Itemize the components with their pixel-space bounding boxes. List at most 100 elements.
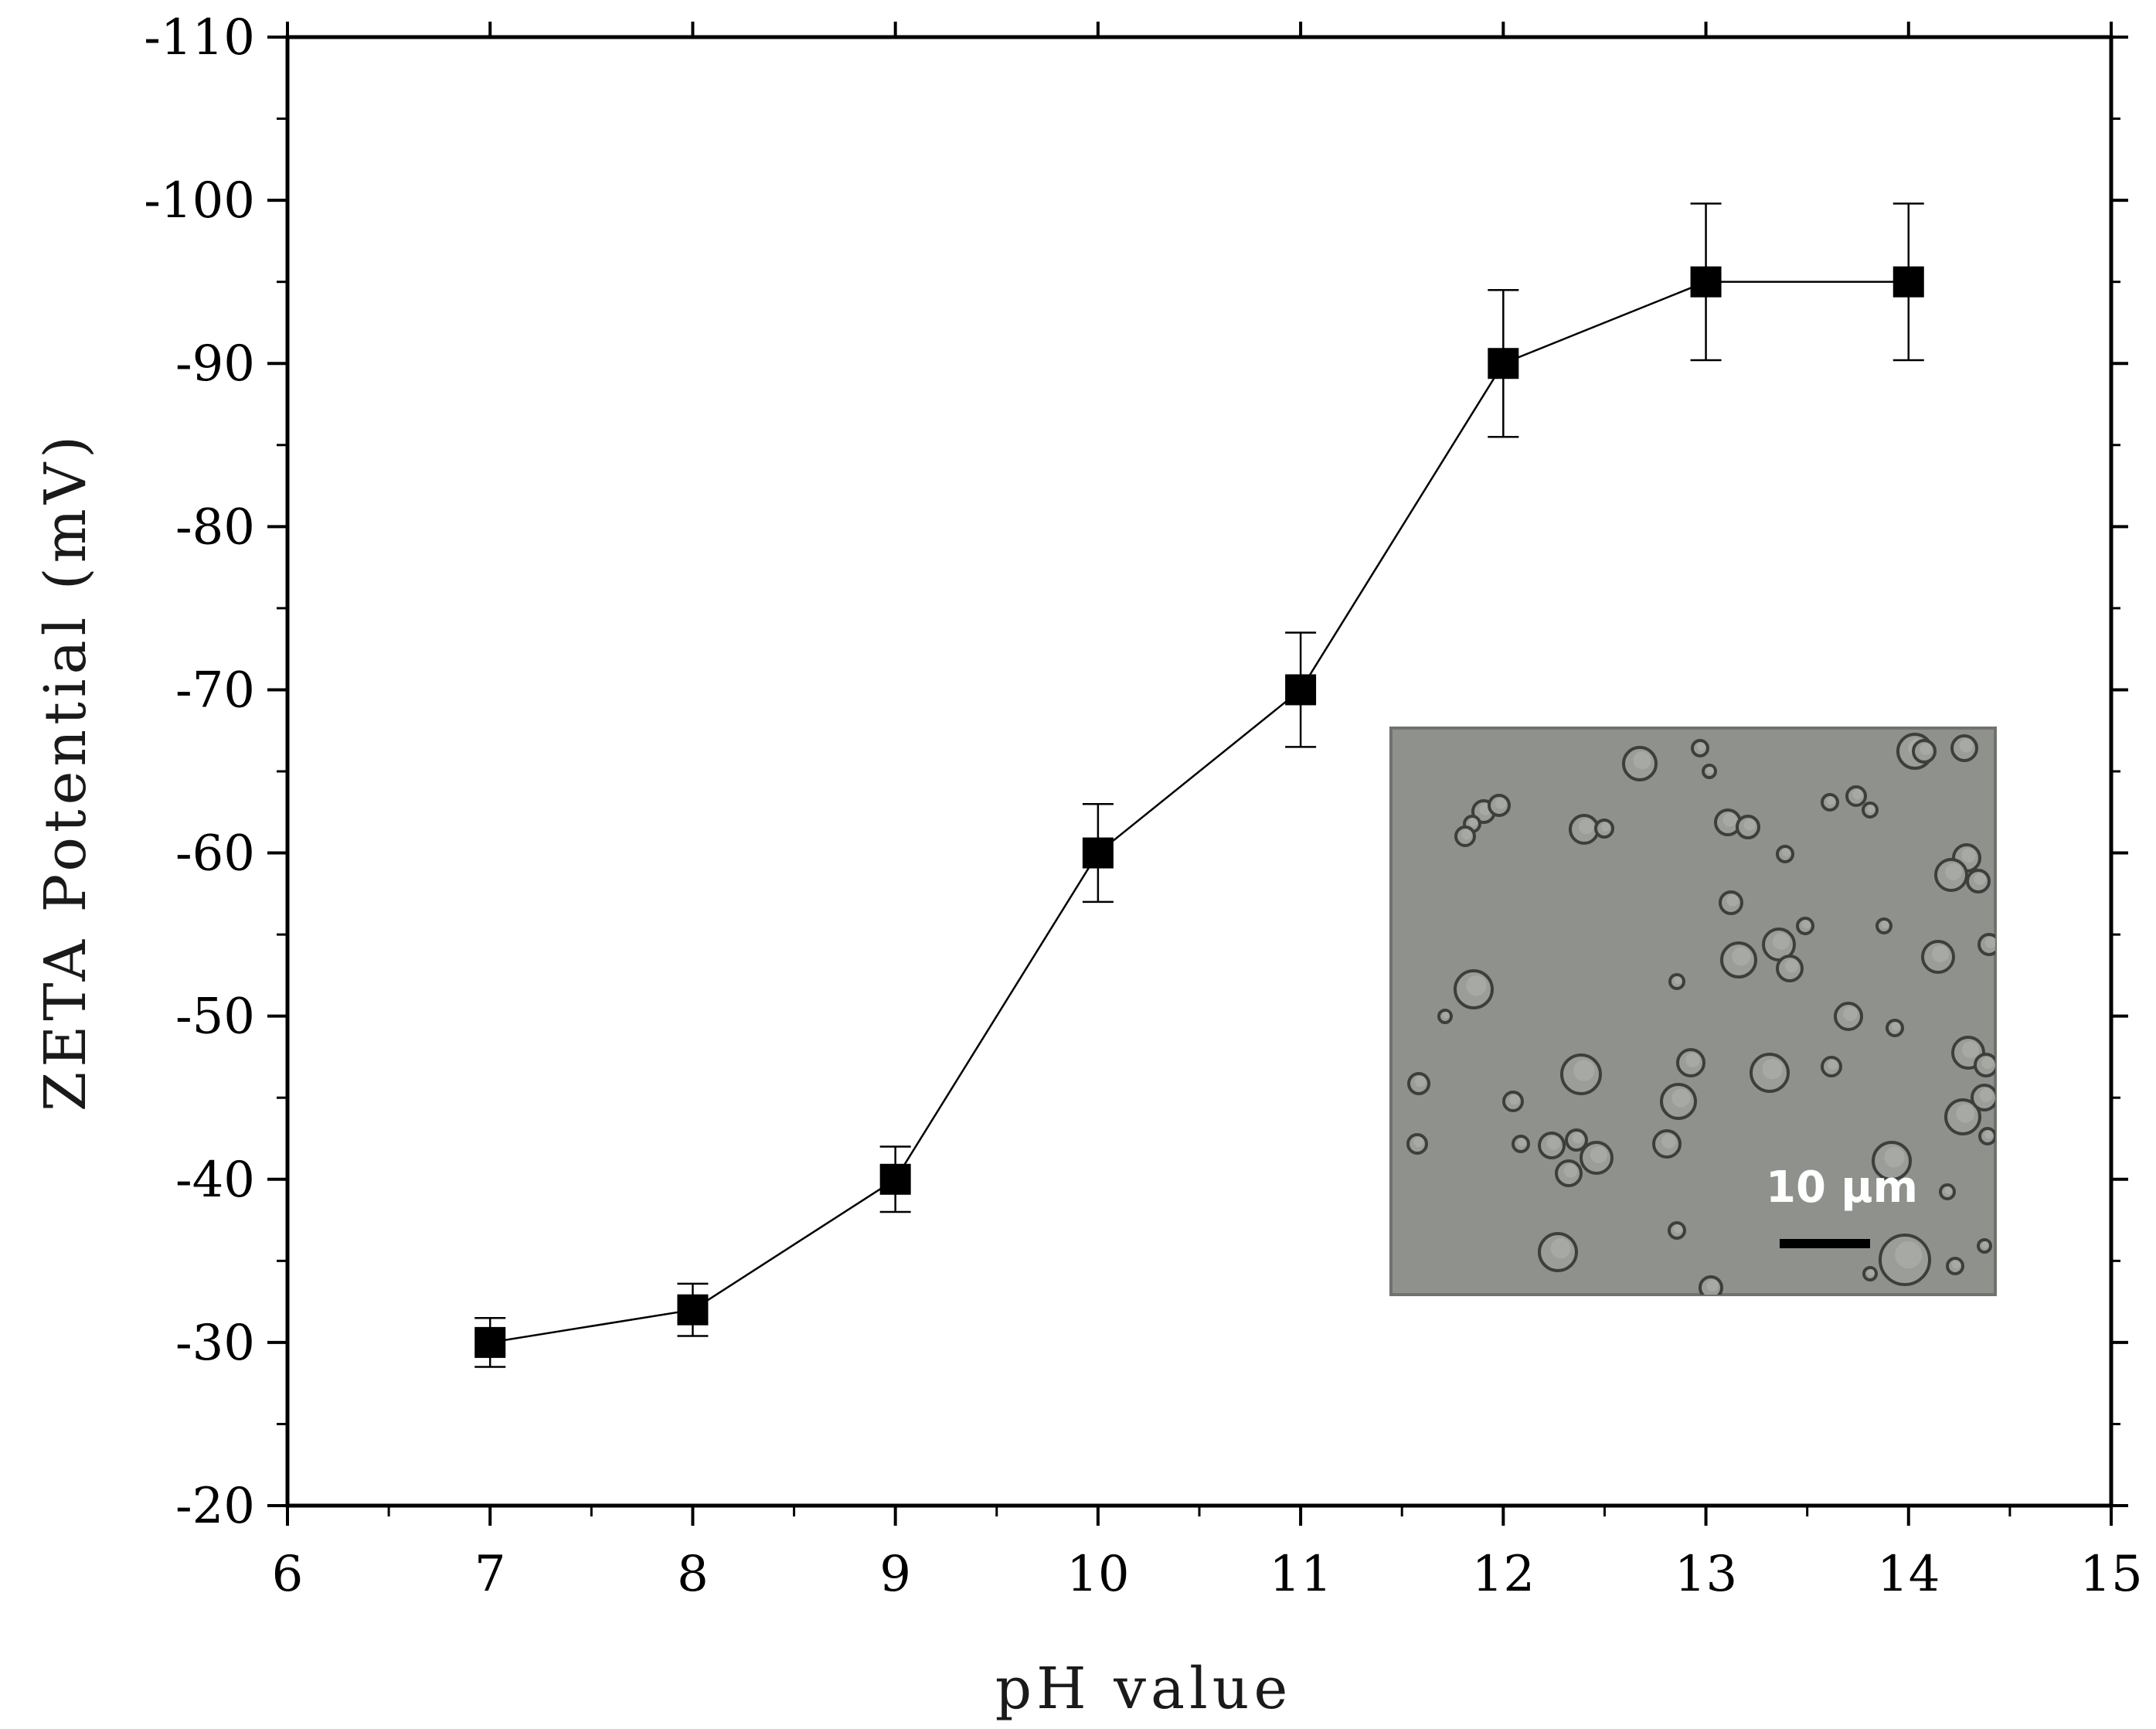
micro-bubble-highlight <box>1981 1057 1994 1069</box>
x-tick-label: 7 <box>474 1546 506 1603</box>
x-tick-label: 14 <box>1877 1546 1940 1603</box>
data-point-marker <box>677 1294 709 1326</box>
micro-bubble-highlight <box>1706 767 1714 774</box>
micro-bubble-highlight <box>1442 1012 1450 1019</box>
x-tick-label: 8 <box>677 1546 709 1603</box>
y-tick-label: -80 <box>175 499 255 556</box>
x-axis-tick-labels: 6 7 8 9 10 11 12 13 14 15 <box>272 1546 2143 1603</box>
micro-bubble-highlight <box>1843 1006 1858 1021</box>
series-line <box>490 281 1909 1344</box>
micro-bubble-highlight <box>1563 1164 1578 1178</box>
micro-bubble-highlight <box>1743 819 1756 831</box>
data-point-marker <box>1285 674 1317 706</box>
y-tick-label: -100 <box>144 172 255 230</box>
micro-bubble-highlight <box>1762 1059 1783 1080</box>
data-point-marker <box>1690 266 1722 298</box>
micrograph-inset: 10 μm <box>1389 727 1997 1296</box>
micro-bubble-highlight <box>1945 863 1962 880</box>
micro-bubble-highlight <box>1633 751 1651 770</box>
micro-bubble-highlight <box>1578 819 1594 835</box>
micro-bubble-highlight <box>1802 920 1811 929</box>
micro-bubble-highlight <box>1867 1269 1875 1276</box>
micro-bubble-highlight <box>1944 1186 1953 1195</box>
micro-bubble-highlight <box>1461 829 1472 840</box>
y-tick-label: -40 <box>175 1152 255 1209</box>
x-tick-label: 10 <box>1066 1546 1129 1603</box>
micro-bubble-highlight <box>1573 1060 1595 1081</box>
micro-bubble-highlight <box>1895 1241 1923 1269</box>
micro-bubble-highlight <box>1572 1132 1584 1144</box>
micro-bubble-highlight <box>1984 937 1995 948</box>
micro-bubble-highlight <box>1920 743 1932 755</box>
micro-bubble-highlight <box>1674 1224 1682 1234</box>
micro-bubble-highlight <box>1956 1104 1975 1123</box>
micro-bubble-highlight <box>1867 805 1875 813</box>
micro-bubble-highlight <box>1671 1088 1691 1108</box>
data-point-marker <box>1892 266 1924 298</box>
micro-bubble-highlight <box>1881 921 1889 929</box>
inset-background <box>1389 727 1997 1296</box>
micro-bubble-highlight <box>1732 947 1751 966</box>
micro-bubble-highlight <box>1509 1094 1520 1105</box>
x-tick-label: 11 <box>1269 1546 1331 1603</box>
micro-bubble-highlight <box>1469 818 1478 827</box>
y-tick-label: -60 <box>175 825 255 883</box>
micro-bubble-highlight <box>1600 822 1610 832</box>
micro-bubble-highlight <box>1685 1053 1700 1067</box>
y-axis-ticks <box>267 36 2128 1507</box>
micro-bubble-highlight <box>1590 1146 1607 1163</box>
y-tick-label: -20 <box>175 1478 255 1535</box>
y-axis-tick-labels: -20 -30 -40 -50 -60 -70 -80 -90 -100 -110 <box>144 9 255 1535</box>
y-tick-label: -50 <box>175 989 255 1046</box>
micro-bubble-highlight <box>1674 976 1682 985</box>
micro-bubble-highlight <box>1979 1088 1994 1102</box>
micro-bubble-highlight <box>1495 798 1507 809</box>
scale-bar <box>1780 1239 1870 1248</box>
micro-bubble-highlight <box>1661 1134 1676 1149</box>
x-axis-ticks <box>286 22 2113 1526</box>
y-tick-label: -70 <box>175 662 255 719</box>
micro-bubble-highlight <box>1962 1041 1979 1058</box>
x-tick-label: 13 <box>1675 1546 1737 1603</box>
micro-bubble-highlight <box>1706 1279 1719 1292</box>
x-tick-label: 15 <box>2079 1546 2142 1603</box>
micro-bubble-highlight <box>1466 975 1487 996</box>
data-point-marker <box>879 1163 911 1195</box>
micro-bubble-highlight <box>1773 933 1790 950</box>
x-tick-label: 12 <box>1472 1546 1535 1603</box>
micro-bubble-highlight <box>1550 1238 1571 1259</box>
scale-bar-label: 10 μm <box>1766 1162 1918 1213</box>
inset-bubbles <box>1406 733 1995 1295</box>
micro-bubble-highlight <box>1974 873 1986 885</box>
micro-bubble-highlight <box>1697 742 1705 751</box>
micro-bubble-highlight <box>1981 1241 1989 1248</box>
y-tick-label: -30 <box>175 1315 255 1372</box>
micro-bubble-highlight <box>1546 1136 1561 1150</box>
micro-bubble-highlight <box>1782 848 1790 857</box>
y-tick-label: -90 <box>175 335 255 393</box>
data-point-marker <box>474 1326 506 1358</box>
micro-bubble-highlight <box>1961 848 1976 863</box>
micro-bubble-highlight <box>1414 1076 1427 1087</box>
micro-bubble-highlight <box>1828 1060 1838 1070</box>
micro-bubble-highlight <box>1892 1022 1900 1031</box>
micro-bubble-highlight <box>1959 739 1974 753</box>
micro-bubble-highlight <box>1413 1137 1424 1148</box>
micro-bubble-highlight <box>1952 1260 1960 1269</box>
data-point-marker <box>1082 837 1114 869</box>
micro-bubble-highlight <box>1518 1138 1526 1147</box>
x-tick-label: 9 <box>879 1546 911 1603</box>
y-axis-title: ZETA Potential (mV) <box>32 431 99 1111</box>
micro-bubble-highlight <box>1784 959 1799 973</box>
y-tick-label: -110 <box>144 9 255 66</box>
x-tick-label: 6 <box>272 1546 304 1603</box>
x-axis-title: pH value <box>995 1656 1292 1722</box>
micro-bubble-highlight <box>1984 1130 1993 1139</box>
micro-bubble-highlight <box>1852 789 1863 800</box>
micro-bubble-highlight <box>1726 894 1739 907</box>
micro-bubble-highlight <box>1722 813 1737 827</box>
micro-bubble-highlight <box>1932 945 1949 962</box>
data-point-marker <box>1488 348 1519 379</box>
micro-bubble-highlight <box>1884 1147 1905 1168</box>
